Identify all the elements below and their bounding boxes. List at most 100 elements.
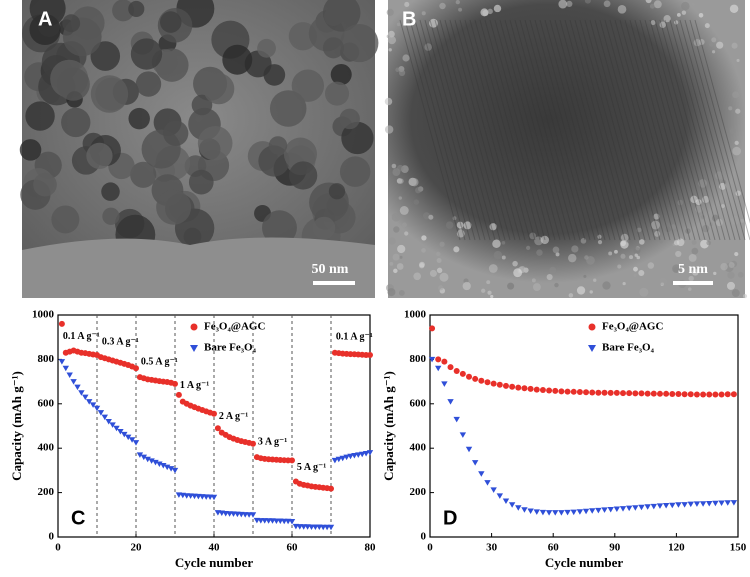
data-point bbox=[558, 510, 565, 516]
texture bbox=[639, 19, 701, 241]
texture bbox=[638, 269, 645, 276]
data-point bbox=[527, 508, 534, 515]
texture bbox=[663, 15, 671, 23]
texture bbox=[564, 19, 626, 241]
data-point bbox=[515, 384, 522, 391]
data-point bbox=[466, 373, 473, 380]
texture bbox=[555, 252, 560, 257]
texture bbox=[549, 266, 557, 274]
data-point bbox=[632, 390, 639, 397]
y-tick-label: 200 bbox=[410, 486, 427, 498]
texture bbox=[439, 2, 446, 10]
texture bbox=[713, 271, 717, 276]
texture bbox=[419, 261, 425, 268]
texture bbox=[583, 274, 587, 278]
data-point bbox=[288, 518, 296, 525]
data-point bbox=[435, 365, 442, 372]
texture bbox=[413, 199, 420, 205]
texture bbox=[421, 248, 426, 253]
data-point bbox=[78, 390, 85, 396]
legend-label: Bare Fe₃O₄ bbox=[602, 342, 655, 354]
data-point bbox=[693, 501, 701, 507]
data-point bbox=[533, 509, 540, 515]
texture bbox=[624, 19, 686, 241]
data-point bbox=[117, 429, 124, 435]
texture bbox=[61, 107, 91, 138]
texture bbox=[681, 1, 690, 11]
texture bbox=[644, 19, 706, 241]
texture bbox=[514, 19, 576, 241]
x-tick-label: 0 bbox=[427, 542, 433, 554]
data-point bbox=[211, 410, 217, 417]
data-point bbox=[663, 390, 670, 397]
texture bbox=[289, 161, 318, 190]
data-point bbox=[136, 452, 144, 458]
data-point bbox=[355, 452, 362, 458]
texture bbox=[404, 1, 410, 7]
panel-label: C bbox=[71, 507, 85, 529]
texture bbox=[620, 233, 629, 242]
data-point bbox=[133, 365, 139, 372]
data-point bbox=[613, 506, 621, 513]
texture bbox=[673, 20, 679, 25]
texture bbox=[619, 19, 681, 241]
data-point bbox=[620, 390, 627, 397]
texture bbox=[324, 81, 350, 106]
texture bbox=[721, 204, 725, 208]
y-tick-label: 0 bbox=[49, 531, 55, 543]
texture bbox=[633, 266, 638, 272]
texture bbox=[51, 205, 80, 234]
y-tick-label: 800 bbox=[38, 353, 55, 365]
texture bbox=[534, 236, 544, 246]
texture bbox=[464, 19, 526, 241]
data-point bbox=[730, 500, 738, 506]
data-point bbox=[644, 504, 651, 510]
texture bbox=[664, 19, 726, 241]
texture bbox=[685, 31, 691, 36]
data-point bbox=[502, 498, 510, 505]
data-point bbox=[607, 389, 614, 396]
data-point bbox=[570, 388, 577, 395]
y-tick-label: 0 bbox=[421, 531, 427, 543]
data-point bbox=[210, 494, 218, 501]
texture bbox=[614, 19, 676, 241]
texture bbox=[449, 19, 511, 241]
data-point bbox=[706, 500, 713, 507]
texture bbox=[489, 19, 551, 241]
texture bbox=[399, 19, 461, 241]
data-point bbox=[552, 387, 559, 394]
data-point bbox=[429, 325, 436, 332]
data-point bbox=[681, 391, 688, 398]
data-point bbox=[343, 454, 350, 461]
x-tick-label: 20 bbox=[131, 542, 143, 554]
texture bbox=[692, 269, 699, 276]
texture bbox=[203, 73, 235, 105]
data-point bbox=[601, 389, 608, 396]
texture bbox=[617, 5, 627, 14]
texture bbox=[654, 230, 661, 237]
texture bbox=[651, 220, 660, 230]
texture bbox=[584, 0, 591, 4]
texture bbox=[568, 253, 577, 263]
data-point bbox=[687, 391, 694, 398]
data-point bbox=[441, 381, 448, 387]
y-tick-label: 600 bbox=[38, 397, 55, 409]
texture bbox=[639, 239, 645, 245]
data-point bbox=[595, 507, 602, 514]
texture bbox=[554, 282, 559, 288]
texture bbox=[599, 19, 661, 241]
data-point bbox=[699, 501, 707, 507]
texture bbox=[731, 42, 738, 49]
data-point bbox=[171, 467, 179, 474]
texture bbox=[397, 164, 404, 172]
texture bbox=[90, 41, 121, 71]
texture bbox=[584, 19, 646, 241]
texture bbox=[387, 36, 397, 45]
texture bbox=[130, 38, 163, 70]
texture bbox=[423, 212, 431, 220]
data-point bbox=[650, 503, 658, 510]
texture bbox=[688, 253, 697, 262]
texture bbox=[726, 281, 736, 290]
texture bbox=[25, 101, 55, 131]
legend-marker bbox=[190, 345, 198, 352]
